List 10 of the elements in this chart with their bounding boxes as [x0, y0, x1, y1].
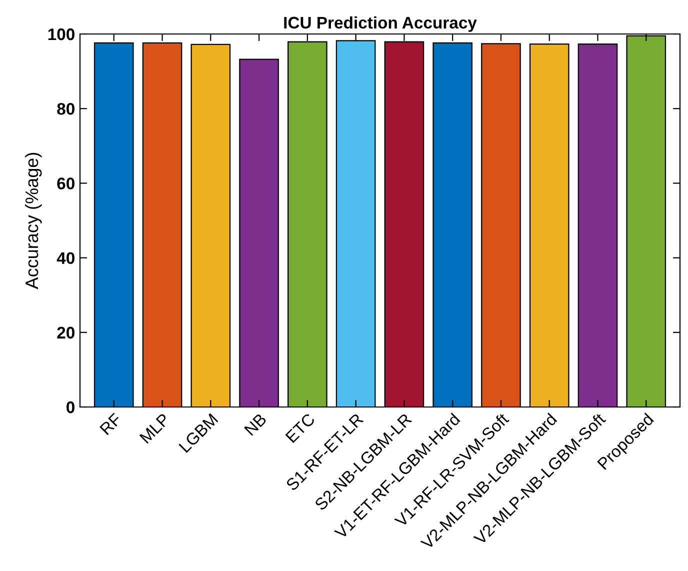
y-axis-title: Accuracy (%age)	[24, 152, 42, 290]
y-tick-label: 0	[66, 401, 74, 414]
y-tick-label: 40	[56, 252, 74, 264]
y-tick-label: 100	[48, 28, 74, 40]
x-tick-label: NB	[244, 412, 267, 436]
y-tick-label: 20	[57, 326, 74, 339]
chart-title: ICU Prediction Accuracy	[284, 16, 477, 32]
x-tick-label: RF	[100, 412, 122, 436]
y-tick-label: 60	[57, 178, 74, 190]
y-tick-label: 80	[57, 103, 74, 115]
